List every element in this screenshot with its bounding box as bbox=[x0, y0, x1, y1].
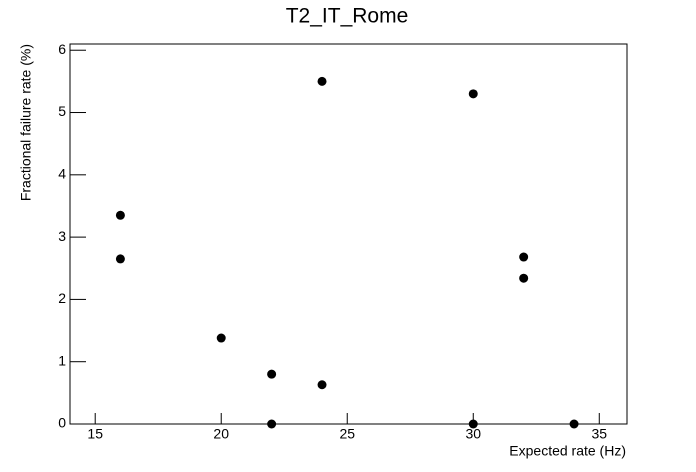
x-axis-title: Expected rate (Hz) bbox=[509, 443, 626, 459]
data-point bbox=[569, 419, 579, 429]
data-point bbox=[115, 210, 125, 220]
data-point bbox=[317, 380, 327, 390]
data-point bbox=[519, 273, 529, 283]
y-tick-label: 4 bbox=[58, 166, 66, 182]
y-tick-label: 2 bbox=[58, 290, 66, 306]
data-point bbox=[317, 76, 327, 86]
y-tick-label: 3 bbox=[58, 228, 66, 244]
x-tick-label: 20 bbox=[213, 426, 229, 442]
x-tick-label: 25 bbox=[339, 426, 355, 442]
data-point bbox=[115, 254, 125, 264]
data-point bbox=[468, 419, 478, 429]
y-tick-label: 1 bbox=[58, 352, 66, 368]
y-tick-label: 0 bbox=[58, 415, 66, 431]
plot-frame bbox=[69, 43, 628, 425]
y-axis-title: Fractional failure rate (%) bbox=[18, 44, 34, 201]
x-tick-label: 30 bbox=[465, 426, 481, 442]
y-tick-label: 6 bbox=[58, 41, 66, 57]
chart-title: T2_IT_Rome bbox=[286, 5, 409, 28]
data-point bbox=[468, 89, 478, 99]
x-tick-label: 15 bbox=[87, 426, 103, 442]
data-point bbox=[216, 333, 226, 343]
data-point bbox=[267, 419, 277, 429]
x-tick-label: 35 bbox=[591, 426, 607, 442]
data-point bbox=[519, 252, 529, 262]
y-tick-label: 5 bbox=[58, 103, 66, 119]
data-point bbox=[267, 369, 277, 379]
